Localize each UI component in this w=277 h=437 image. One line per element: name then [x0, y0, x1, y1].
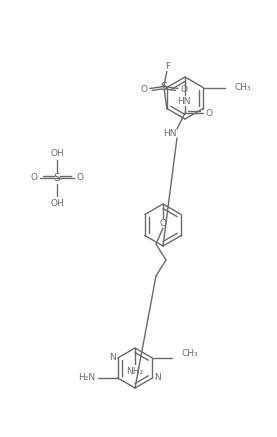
Text: OH: OH: [50, 198, 64, 208]
Text: O: O: [30, 173, 37, 183]
Text: O: O: [76, 173, 83, 183]
Text: S: S: [53, 173, 61, 183]
Text: S: S: [160, 81, 167, 91]
Text: O: O: [140, 85, 147, 94]
Text: HN: HN: [163, 129, 177, 139]
Text: H₂N: H₂N: [78, 374, 95, 382]
Text: HN: HN: [177, 97, 191, 105]
Text: O: O: [206, 108, 212, 118]
Text: CH₃: CH₃: [181, 350, 198, 358]
Text: N: N: [154, 374, 161, 382]
Text: O: O: [180, 85, 187, 94]
Text: CH₃: CH₃: [234, 83, 251, 92]
Text: F: F: [165, 62, 170, 71]
Text: OH: OH: [50, 149, 64, 157]
Text: NH₂: NH₂: [126, 367, 143, 375]
Text: N: N: [109, 354, 116, 363]
Text: O: O: [160, 218, 166, 228]
